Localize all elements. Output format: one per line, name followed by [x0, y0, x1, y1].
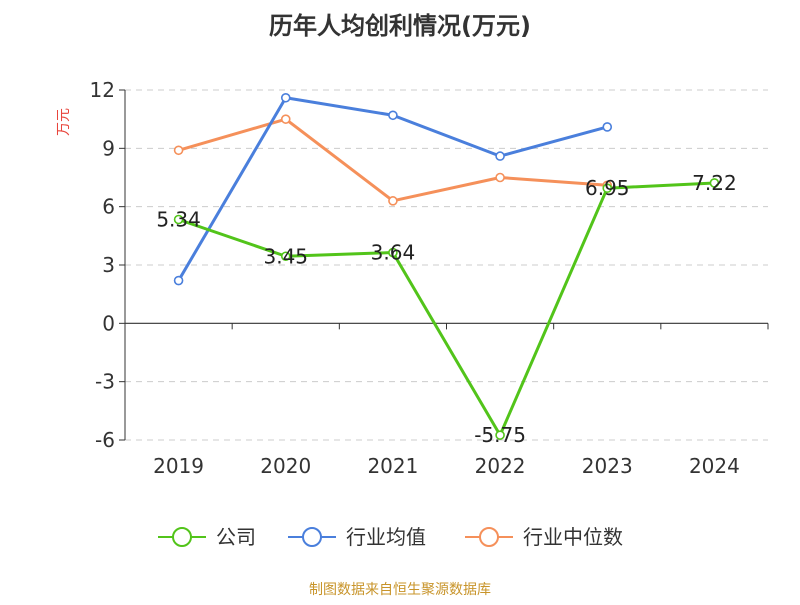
data-point	[280, 114, 291, 124]
legend-label: 行业均值	[346, 525, 426, 549]
x-tick-label: 2022	[475, 454, 526, 478]
data-point	[388, 110, 398, 121]
x-tick-label: 2020	[260, 454, 311, 478]
data-point	[495, 151, 505, 161]
data-point	[388, 247, 398, 258]
x-tick-label: 2024	[689, 454, 740, 478]
legend-item[interactable]: 公司	[158, 525, 256, 549]
data-point	[709, 178, 720, 188]
data-point	[173, 275, 184, 286]
y-tick-label: -3	[95, 370, 115, 394]
legend-marker	[172, 527, 192, 547]
axes: 12 9 6 3 0 -3 -6 2019 2020 2021 2022 2023 2024	[90, 78, 769, 478]
y-tick-label: 9	[102, 136, 115, 160]
data-point	[173, 145, 184, 156]
data-labels: 5.34 3.45 3.64 -5.75 6.95 7.22	[156, 171, 736, 447]
data-label: 3.64	[371, 241, 416, 265]
data-label: 3.45	[263, 244, 308, 268]
y-tick-label: 3	[102, 253, 115, 277]
series-line	[178, 181, 715, 437]
legend-marker	[479, 527, 499, 547]
data-point	[602, 122, 613, 132]
data-point	[173, 214, 184, 225]
legend-marker	[302, 527, 322, 547]
legend[interactable]: 公司 行业均值 行业中位数	[158, 525, 623, 549]
data-point	[280, 251, 291, 262]
data-point	[280, 92, 291, 103]
grid-lines	[125, 89, 768, 441]
series-lines	[173, 92, 720, 440]
data-point	[388, 196, 398, 206]
legend-item[interactable]: 行业均值	[288, 525, 426, 549]
y-axis-label: 万元	[56, 108, 72, 136]
series-line	[178, 117, 608, 203]
source-note: 制图数据来自恒生聚源数据库	[309, 582, 491, 598]
x-tick-label: 2019	[153, 454, 204, 478]
x-tick-label: 2023	[582, 454, 633, 478]
x-tick-label: 2021	[367, 454, 418, 478]
y-tick-label: 0	[102, 311, 115, 335]
legend-label: 公司	[216, 525, 256, 549]
y-tick-label: 6	[102, 195, 115, 219]
data-point	[495, 430, 505, 440]
y-tick-label: -6	[95, 428, 115, 452]
data-label: 5.34	[156, 208, 201, 232]
data-label: 6.95	[585, 176, 630, 200]
legend-label: 行业中位数	[523, 525, 623, 549]
chart-title: 历年人均创利情况(万元)	[269, 12, 531, 40]
legend-item[interactable]: 行业中位数	[465, 525, 623, 549]
data-point	[602, 183, 613, 193]
data-label: 7.22	[692, 171, 737, 195]
y-tick-label: 12	[90, 78, 115, 102]
data-point	[495, 172, 505, 183]
data-label: -5.75	[474, 423, 526, 447]
